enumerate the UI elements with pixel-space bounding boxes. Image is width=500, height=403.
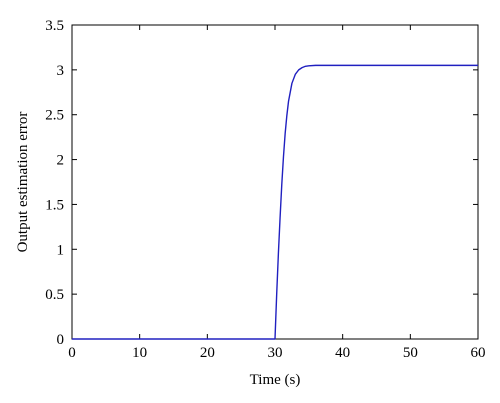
y-tick-label: 0 [57, 332, 65, 348]
x-tick-label: 50 [403, 345, 418, 361]
x-tick-label: 40 [335, 345, 350, 361]
x-axis-label: Time (s) [250, 372, 301, 388]
x-tick-label: 10 [132, 345, 147, 361]
y-tick-label: 2 [57, 153, 65, 169]
x-tick-label: 0 [68, 345, 76, 361]
y-axis-label: Output estimation error [15, 112, 31, 253]
y-tick-label: 2.5 [45, 108, 64, 124]
x-tick-label: 20 [200, 345, 215, 361]
tick-labels: 0 10 20 30 40 50 60 0 0.5 1 1.5 2 2.5 3 3.5 [45, 18, 485, 361]
x-tick-label: 30 [268, 345, 283, 361]
series-line-0 [72, 64, 478, 340]
y-tick-label: 1 [57, 242, 65, 258]
x-tick-label: 60 [471, 345, 486, 361]
series-layer [72, 64, 478, 340]
axis-ticks [71, 24, 479, 340]
y-tick-label: 0.5 [45, 287, 64, 303]
y-tick-label: 3 [57, 63, 65, 79]
y-tick-label: 3.5 [45, 18, 64, 34]
y-tick-label: 1.5 [45, 197, 64, 213]
